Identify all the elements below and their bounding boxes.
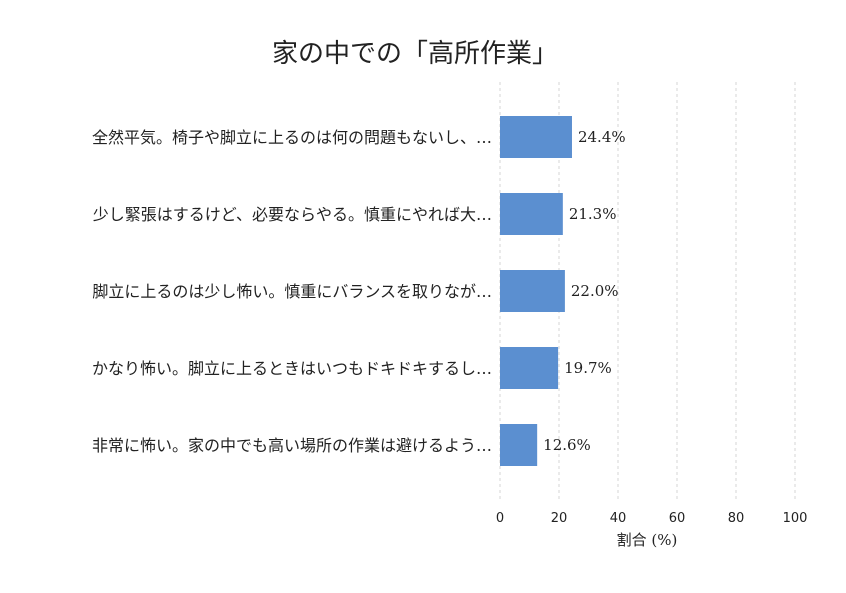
x-tick-label: 60 [669,511,686,526]
bar [500,193,563,235]
x-tick-label: 40 [610,511,627,526]
bar [500,270,565,312]
bar-value-label: 19.7% [564,359,612,377]
bar-value-label: 12.6% [543,436,591,454]
x-axis-label: 割合 (%) [617,531,678,549]
category-labels: 全然平気。椅子や脚立に上るのは何の問題もないし、… 少し緊張はするけど、必要ならや… [92,128,492,455]
bar [500,424,538,466]
x-tick-label: 0 [496,511,504,526]
bars: 24.4% 21.3% 22.0% 19.7% 12.6% [500,116,626,466]
category-label: 全然平気。椅子や脚立に上るのは何の問題もないし、… [92,128,492,147]
category-label: かなり怖い。脚立に上るときはいつもドキドキするし… [92,359,492,378]
chart-title: 家の中での「高所作業」 [272,39,558,69]
x-tick-label: 20 [551,511,568,526]
x-tick-label: 100 [783,511,808,526]
bar-value-label: 24.4% [578,128,626,146]
category-label: 非常に怖い。家の中でも高い場所の作業は避けるよう… [92,436,492,455]
x-tick-label: 80 [728,511,745,526]
bar [500,116,572,158]
category-label: 脚立に上るのは少し怖い。慎重にバランスを取りなが… [92,282,492,301]
bar [500,347,559,389]
category-label: 少し緊張はするけど、必要ならやる。慎重にやれば大… [93,205,492,224]
bar-value-label: 21.3% [569,205,617,223]
x-axis-ticks: 0 20 40 60 80 100 [496,511,808,526]
bar-value-label: 22.0% [571,282,619,300]
